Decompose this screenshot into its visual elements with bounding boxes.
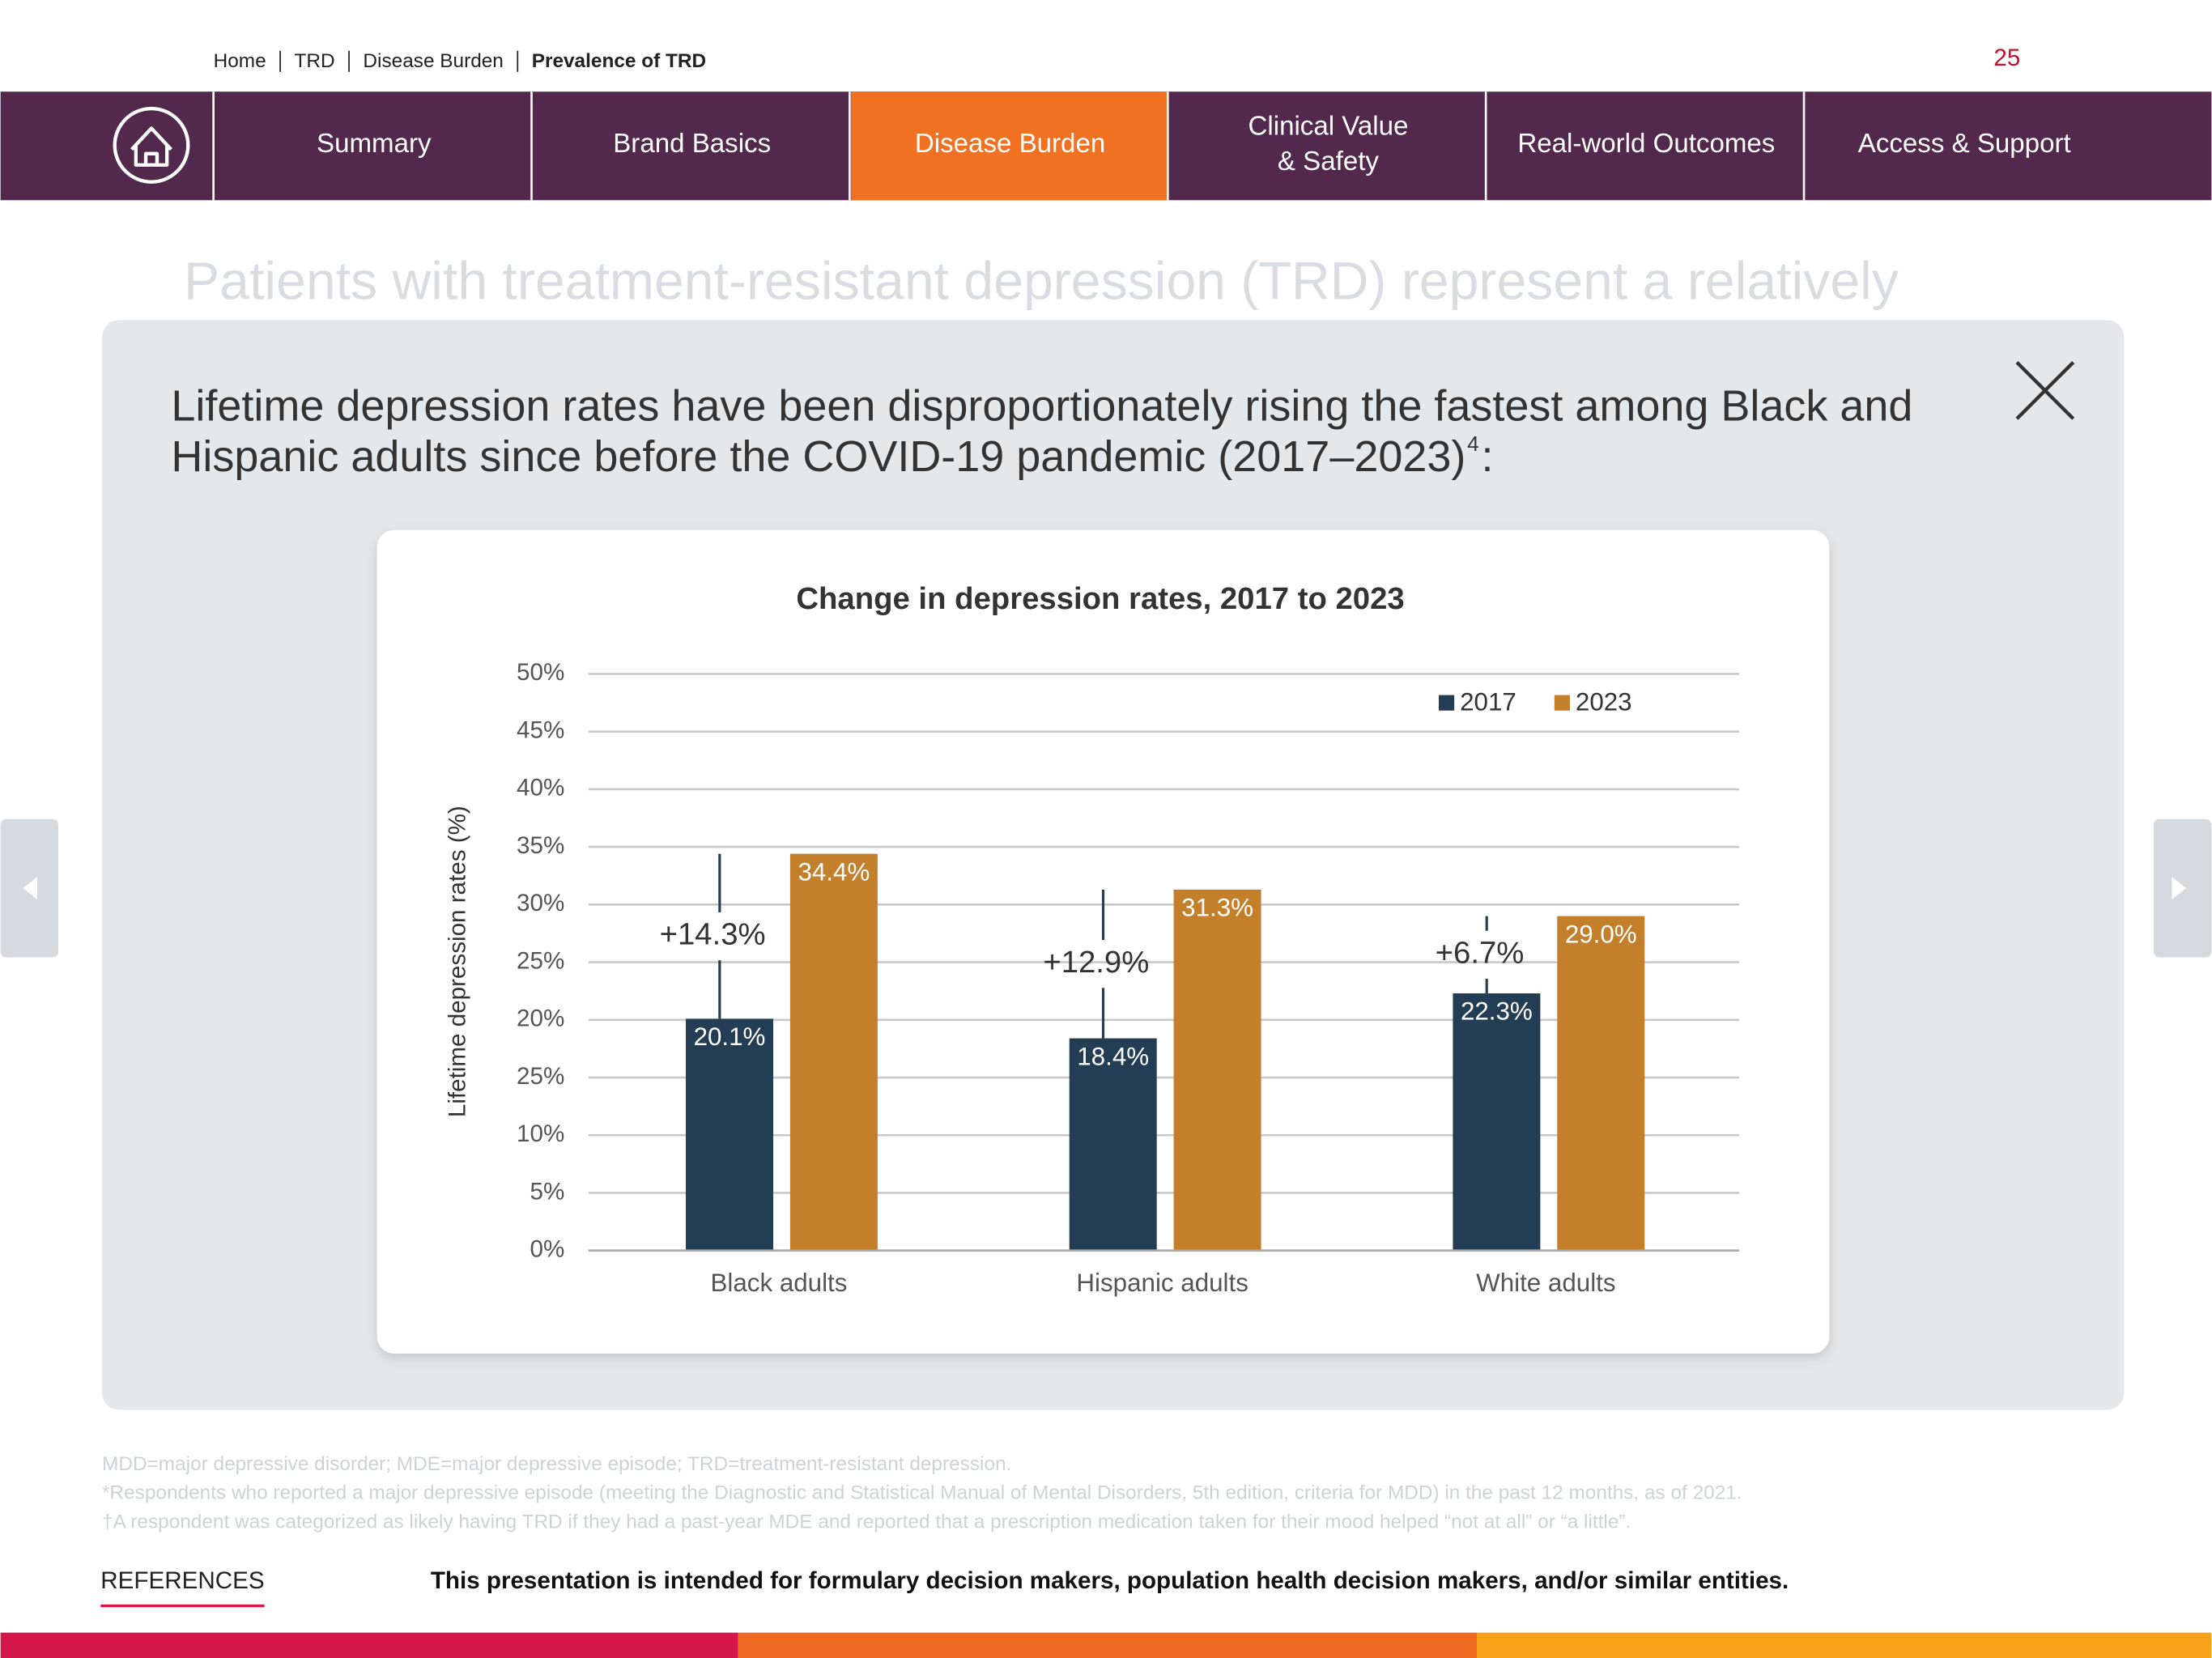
page-number: 25: [1993, 45, 2020, 71]
value-label: 34.4%: [798, 857, 870, 886]
bar: [1453, 993, 1541, 1251]
y-tick-label: 45%: [517, 716, 564, 743]
footnote: MDD=major depressive disorder; MDE=major…: [102, 1453, 1011, 1475]
nav-item[interactable]: Clinical Value: [1248, 111, 1408, 141]
breadcrumb-link[interactable]: Home: [214, 50, 266, 72]
legend-label: 2023: [1576, 687, 1632, 716]
value-label: 31.3%: [1181, 893, 1253, 921]
modal-title: Hispanic adults since before the COVID-1…: [171, 432, 1465, 481]
disclaimer: This presentation is intended for formul…: [431, 1567, 1789, 1594]
bar: [1173, 889, 1261, 1251]
bar: [686, 1018, 774, 1251]
bar: [1557, 916, 1645, 1251]
legend-label: 2017: [1460, 687, 1516, 716]
value-label: 22.3%: [1461, 997, 1533, 1026]
y-tick-label: 35%: [517, 832, 564, 859]
y-tick-label: 20%: [517, 1005, 564, 1032]
nav-item[interactable]: Access & Support: [1858, 129, 2071, 159]
value-label: 18.4%: [1077, 1042, 1149, 1070]
breadcrumb-link[interactable]: Disease Burden: [363, 50, 503, 72]
footnote: *Respondents who reported a major depres…: [102, 1482, 1742, 1504]
x-tick-label: Hispanic adults: [1076, 1269, 1248, 1297]
legend-swatch: [1438, 695, 1455, 711]
value-label: 20.1%: [694, 1022, 766, 1051]
nav-item[interactable]: Brand Basics: [613, 129, 771, 159]
breadcrumb-link: Prevalence of TRD: [532, 50, 706, 72]
footnote: †A respondent was categorized as likely …: [102, 1511, 1631, 1533]
change-annotation: +12.9%: [1043, 945, 1149, 980]
y-tick-label: 25%: [517, 947, 564, 974]
x-tick-label: White adults: [1476, 1269, 1615, 1297]
background-heading: Patients with treatment-resistant depres…: [184, 251, 1899, 311]
y-tick-label: 5%: [530, 1178, 564, 1205]
y-tick-label: 0%: [530, 1236, 564, 1263]
prev-button[interactable]: [0, 818, 59, 958]
y-tick-label: 30%: [517, 890, 564, 916]
references-link[interactable]: REFERENCES: [100, 1567, 264, 1594]
modal-title: Lifetime depression rates have been disp…: [171, 381, 1912, 430]
superscript: 4: [1467, 432, 1479, 456]
y-tick-label: 25%: [517, 1063, 564, 1090]
y-tick-label: 40%: [517, 775, 564, 801]
bar: [789, 853, 878, 1251]
modal-title: :: [1482, 432, 1494, 481]
nav-item[interactable]: Summary: [317, 129, 432, 159]
y-axis-label: Lifetime depression rates (%): [444, 806, 470, 1117]
chart-title: Change in depression rates, 2017 to 2023: [796, 581, 1404, 616]
stripe: [738, 1632, 1478, 1658]
y-tick-label: 50%: [517, 659, 564, 686]
home-button[interactable]: [113, 106, 190, 184]
legend-swatch: [1554, 695, 1570, 711]
bar: [1069, 1038, 1157, 1251]
stripe: [1477, 1632, 2212, 1658]
y-tick-label: 10%: [517, 1120, 564, 1147]
value-label: 29.0%: [1565, 920, 1637, 948]
nav-item[interactable]: Real-world Outcomes: [1517, 129, 1775, 159]
change-annotation: +6.7%: [1436, 935, 1525, 970]
close-button[interactable]: [2015, 361, 2075, 420]
breadcrumb-link[interactable]: TRD: [294, 50, 334, 72]
stripe: [0, 1632, 738, 1658]
nav-active: [851, 91, 1168, 201]
nav-item[interactable]: Disease Burden: [915, 129, 1105, 159]
x-tick-label: Black adults: [711, 1269, 848, 1297]
next-button[interactable]: [2153, 818, 2212, 958]
nav-item[interactable]: & Safety: [1278, 147, 1379, 176]
change-annotation: +14.3%: [660, 917, 766, 952]
